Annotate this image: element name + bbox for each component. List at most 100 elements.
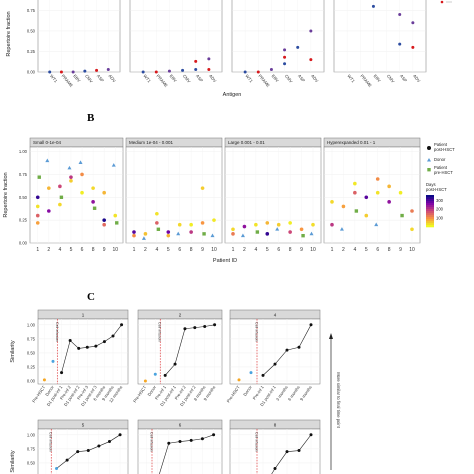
panel-c-xtick: Donor <box>146 384 157 397</box>
panel-b-xtick: 6 <box>277 247 280 253</box>
panel-b-point-post <box>102 222 106 227</box>
panel-c-point <box>94 344 98 348</box>
panel-c-point <box>297 345 301 349</box>
panel-b-xtick: 9 <box>201 247 204 253</box>
panel-b-point-donor <box>339 227 344 231</box>
panel-c-ytick: 0.75 <box>27 336 36 341</box>
panel-b-xtick: 5 <box>266 247 269 253</box>
panel-c-point <box>85 345 89 349</box>
panel-a-ytick: 0.50 <box>27 28 36 33</box>
panel-a-xlabel: Antigen <box>223 92 242 98</box>
panel-c-point <box>237 378 241 382</box>
panel-b-point-post <box>231 232 235 236</box>
panel-b-point-donor <box>210 233 215 238</box>
panel-a-xtick: PRAME <box>156 73 170 88</box>
panel-b-point-pre <box>59 195 64 199</box>
panel-b-point-post <box>330 222 334 227</box>
panel-b-point-post <box>177 222 182 227</box>
panel-b-point-post <box>265 232 270 236</box>
panel-b-colorbar-segment <box>426 219 434 222</box>
panel-b-colorbar-tick: 100 <box>436 216 444 221</box>
panel-c-ylabel: Similarity <box>10 450 16 473</box>
panel-a: Repertoire fraction 0.00 0.25 0.50 0.75 WT1 PR… <box>6 0 452 98</box>
panel-c-point <box>120 323 124 327</box>
panel-a-xtick: ASP <box>399 73 408 83</box>
panel-a-point <box>207 68 211 72</box>
panel-c-point <box>68 339 72 343</box>
panel-a-point <box>296 45 300 49</box>
panel-b-xtick: 1 <box>331 247 334 253</box>
panel-a-xtick: WT1 <box>49 73 59 83</box>
panel-b-point-post <box>143 232 148 236</box>
panel-b-xtick: 10 <box>310 247 316 253</box>
panel-a-point <box>194 59 198 63</box>
panel-b-legend-key-post <box>427 146 431 150</box>
panel-c-point <box>111 334 115 338</box>
panel-b-ytick: 1.00 <box>19 149 28 154</box>
panel-b-colorbar-segment <box>426 223 434 226</box>
panel-b-point-post <box>288 230 292 234</box>
panel-b-legend-label-pre-2: pre-HSCT <box>434 170 453 175</box>
panel-a-point <box>194 68 198 72</box>
panel-a-facet-box <box>129 0 223 73</box>
panel-a-point <box>398 13 402 17</box>
panel-c-point <box>297 449 301 453</box>
panel-b-point-post <box>69 179 73 183</box>
panel-b-point-post <box>387 184 391 189</box>
panel-c-point <box>203 324 207 328</box>
panel-b-colorbar-title: Days <box>426 182 436 187</box>
panel-c-point <box>213 323 217 327</box>
panel-b-ylabel: Repertoire fraction <box>3 172 9 217</box>
panel-b-point-post <box>166 233 171 238</box>
panel-b-point-post <box>102 190 106 195</box>
panel-a-point <box>411 45 415 49</box>
panel-a-point <box>256 70 260 74</box>
panel-b-point-post <box>47 209 51 213</box>
panel-c-series-line <box>164 324 215 376</box>
panel-b-legend-label-pre: Patient <box>434 165 448 170</box>
panel-b-colorbar-tick: 300 <box>436 198 444 203</box>
panel-c-point <box>86 449 90 453</box>
panel-b-facet-box <box>224 146 322 244</box>
panel-b-point-post <box>35 213 40 218</box>
panel-c-facet-box <box>137 318 223 385</box>
panel-b-facet-box <box>29 146 124 244</box>
panel-c-infusion-label: Cell infusion <box>255 432 259 452</box>
panel-c-ytick: 1.00 <box>27 322 36 327</box>
panel-b-point-post <box>69 175 73 179</box>
panel-c-facet-box <box>37 318 129 385</box>
panel-c-facet-title: 2 <box>179 312 182 317</box>
panel-c-point <box>97 444 101 448</box>
panel-b-xtick: 6 <box>178 247 181 253</box>
panel-b-point-pre <box>400 213 404 218</box>
panel-c-facet-title: 4 <box>274 312 277 317</box>
panel-a-xtick: CMV <box>84 73 94 84</box>
panel-b-ytick: 0.25 <box>19 218 28 223</box>
panel-c-arrow-head <box>329 333 333 339</box>
panel-b-point-post <box>353 190 357 195</box>
panel-b-point-pre <box>354 209 359 213</box>
panel-b-xtick: 1 <box>133 247 136 253</box>
panel-b-point-post <box>254 222 258 227</box>
panel-b-legend-label-2: post-HSCT <box>434 147 455 152</box>
panel-c-xtick: Donor <box>242 384 253 397</box>
panel-c-xtick: Pre-HSCT <box>226 384 241 403</box>
panel-b-point-post <box>132 230 136 234</box>
panel-b-colorbar-segment <box>426 213 434 216</box>
panel-a-xtick: CMV <box>182 73 192 84</box>
panel-b-xtick: 9 <box>300 247 303 253</box>
panel-c-point <box>77 346 81 350</box>
panel-a-xtick: ASP <box>297 73 306 83</box>
panel-a-point <box>167 69 171 73</box>
panel-c-facet-title: 1 <box>82 312 85 317</box>
panel-b-xtick: 9 <box>103 247 106 253</box>
panel-c-infusion-label: Cell infusion <box>255 322 259 342</box>
panel-b-xtick: 10 <box>211 247 217 253</box>
panel-c-ytick: 0.25 <box>27 364 36 369</box>
panel-b-point-post <box>35 221 40 225</box>
panel-b-point-post <box>189 230 193 234</box>
panel-b-xtick: 8 <box>190 247 193 253</box>
panel-c-xtick: Pre-HSCT <box>132 384 147 403</box>
panel-b-point-post <box>80 190 84 195</box>
panel-c-series-line <box>61 324 122 373</box>
